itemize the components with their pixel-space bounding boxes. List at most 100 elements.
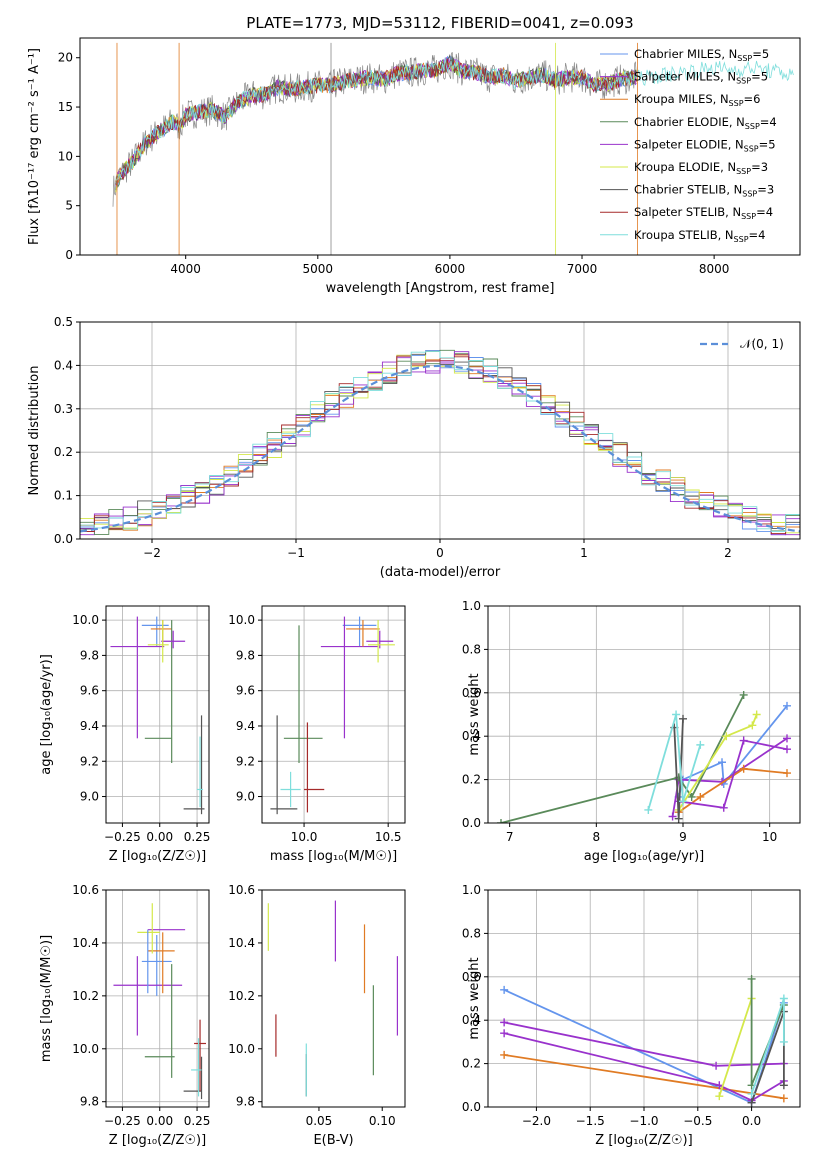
- weight-line-model-6: [718, 998, 753, 1097]
- y-tick-label: 9.8: [236, 1095, 255, 1109]
- weight-line-model-7: [750, 1011, 785, 1104]
- axes-weight_vs_Z: [484, 889, 800, 1111]
- y-tick-label: 1.0: [462, 599, 481, 613]
- weight-marker: [739, 736, 748, 745]
- x-axis-label: (data-model)/error: [380, 565, 501, 580]
- weight-marker: [779, 994, 788, 1003]
- y-tick-label: 0.2: [54, 445, 73, 459]
- y-tick-label: 0.3: [54, 402, 73, 416]
- figure-title: PLATE=1773, MJD=53112, FIBERID=0041, z=0…: [246, 14, 633, 32]
- x-tick-label: 7: [506, 830, 514, 844]
- legend-label: Salpeter ELODIE, NSSP=5: [634, 137, 776, 153]
- y-tick-label: 0.6: [462, 970, 481, 984]
- weight-line-model-5: [503, 1032, 785, 1102]
- x-tick-label: 0.25: [184, 830, 211, 844]
- weight-marker: [668, 812, 677, 821]
- y-tick-label: 0.0: [462, 1100, 481, 1114]
- weight-line-model-6: [677, 714, 758, 811]
- x-tick-label: −2.0: [522, 1114, 551, 1128]
- y-tick-label: 9.4: [80, 719, 99, 733]
- x-axis-label: E(B-V): [313, 1133, 353, 1148]
- y-tick-label: 9.2: [80, 754, 99, 768]
- x-tick-label: 0.10: [369, 1114, 396, 1128]
- plot-frame-residuals: [79, 321, 801, 540]
- axes-spectrum: [76, 57, 715, 259]
- y-axis-label: mass weight: [467, 957, 482, 1039]
- weight-line-model-4: [500, 694, 745, 823]
- x-tick-label: 8000: [699, 262, 730, 276]
- weight-marker: [747, 1089, 756, 1098]
- weight-marker: [672, 710, 681, 719]
- x-tick-label: 10.5: [375, 830, 402, 844]
- legend-label: Chabrier ELODIE, NSSP=4: [634, 115, 777, 131]
- plot-frame-age_vs_Z: [105, 605, 210, 824]
- x-tick-label: −0.25: [104, 830, 141, 844]
- y-axis-label: Normed distribution: [27, 366, 42, 496]
- y-tick-label: 9.8: [80, 648, 99, 662]
- legend-label: Chabrier MILES, NSSP=5: [634, 47, 769, 63]
- weight-marker: [739, 764, 748, 773]
- y-tick-label: 0: [65, 248, 73, 262]
- mass_vs_ebv-points: [267, 900, 399, 1097]
- weight-marker: [783, 745, 791, 754]
- y-tick-label: 1.0: [462, 883, 481, 897]
- weight-marker: [500, 1029, 509, 1038]
- weight-marker: [687, 792, 696, 801]
- age_vs_Z-points: [110, 616, 205, 815]
- y-tick-label: 0.1: [54, 489, 73, 503]
- y-tick-label: 10.0: [72, 1042, 99, 1056]
- weight-marker: [748, 721, 757, 730]
- x-tick-label: −0.25: [104, 1114, 141, 1128]
- x-tick-label: 6000: [435, 262, 466, 276]
- legend-label: Salpeter STELIB, NSSP=4: [634, 205, 773, 221]
- y-tick-label: 10.2: [228, 989, 255, 1003]
- axes-age_vs_Z: [102, 606, 209, 827]
- normal-curve: [80, 364, 800, 533]
- y-tick-label: 0.4: [462, 1013, 481, 1027]
- y-tick-label: 10: [58, 149, 73, 163]
- y-tick-label: 9.6: [80, 684, 99, 698]
- y-tick-label: 0.8: [462, 926, 481, 940]
- legend-label: Kroupa STELIB, NSSP=4: [634, 228, 765, 244]
- legend-label: Chabrier STELIB, NSSP=3: [634, 183, 774, 199]
- weight-marker: [712, 1061, 721, 1070]
- weight-marker: [739, 690, 748, 699]
- weight-marker: [747, 974, 756, 983]
- weight-line-model-3: [678, 767, 788, 813]
- residual-histogram-9: [80, 350, 800, 532]
- spectrum-lines: [112, 42, 794, 255]
- y-tick-label: 10.6: [72, 883, 99, 897]
- x-tick-label: 0: [436, 546, 444, 560]
- x-tick-label: 7000: [567, 262, 598, 276]
- x-axis-label: Z [log₁₀(Z/Z☉)]: [595, 1133, 692, 1148]
- x-tick-label: 9: [679, 830, 687, 844]
- y-tick-label: 0.4: [462, 729, 481, 743]
- x-tick-label: −0.5: [683, 1114, 712, 1128]
- y-tick-label: 10.0: [72, 613, 99, 627]
- plot-frame-age_vs_mass: [261, 605, 406, 824]
- x-tick-label: −2: [143, 546, 161, 560]
- x-axis-label: wavelength [Angstrom, rest frame]: [326, 281, 555, 296]
- x-tick-label: 0.00: [146, 1114, 173, 1128]
- y-axis-label: age [log₁₀(age/yr)]: [39, 654, 54, 775]
- y-tick-label: 9.6: [236, 684, 255, 698]
- weight-marker: [783, 701, 791, 710]
- weight-marker: [679, 714, 687, 723]
- weight-marker: [500, 1050, 509, 1059]
- plot-frame-weight_vs_Z: [487, 889, 801, 1108]
- weight-marker: [779, 1081, 788, 1090]
- x-tick-label: 1: [580, 546, 588, 560]
- y-tick-label: 9.0: [80, 790, 99, 804]
- weight_vs_Z-lines: [500, 974, 788, 1107]
- y-tick-label: 9.2: [236, 754, 255, 768]
- x-tick-label: −1: [287, 546, 305, 560]
- x-tick-label: 5000: [303, 262, 334, 276]
- y-tick-label: 10.6: [228, 883, 255, 897]
- x-axis-label: Z [log₁₀(Z/Z☉)]: [109, 1133, 206, 1148]
- y-tick-label: 0.8: [462, 642, 481, 656]
- weight-marker: [779, 1094, 788, 1103]
- axes-weight_vs_age: [484, 605, 800, 827]
- y-tick-label: 9.8: [80, 1095, 99, 1109]
- weight-marker: [752, 710, 761, 719]
